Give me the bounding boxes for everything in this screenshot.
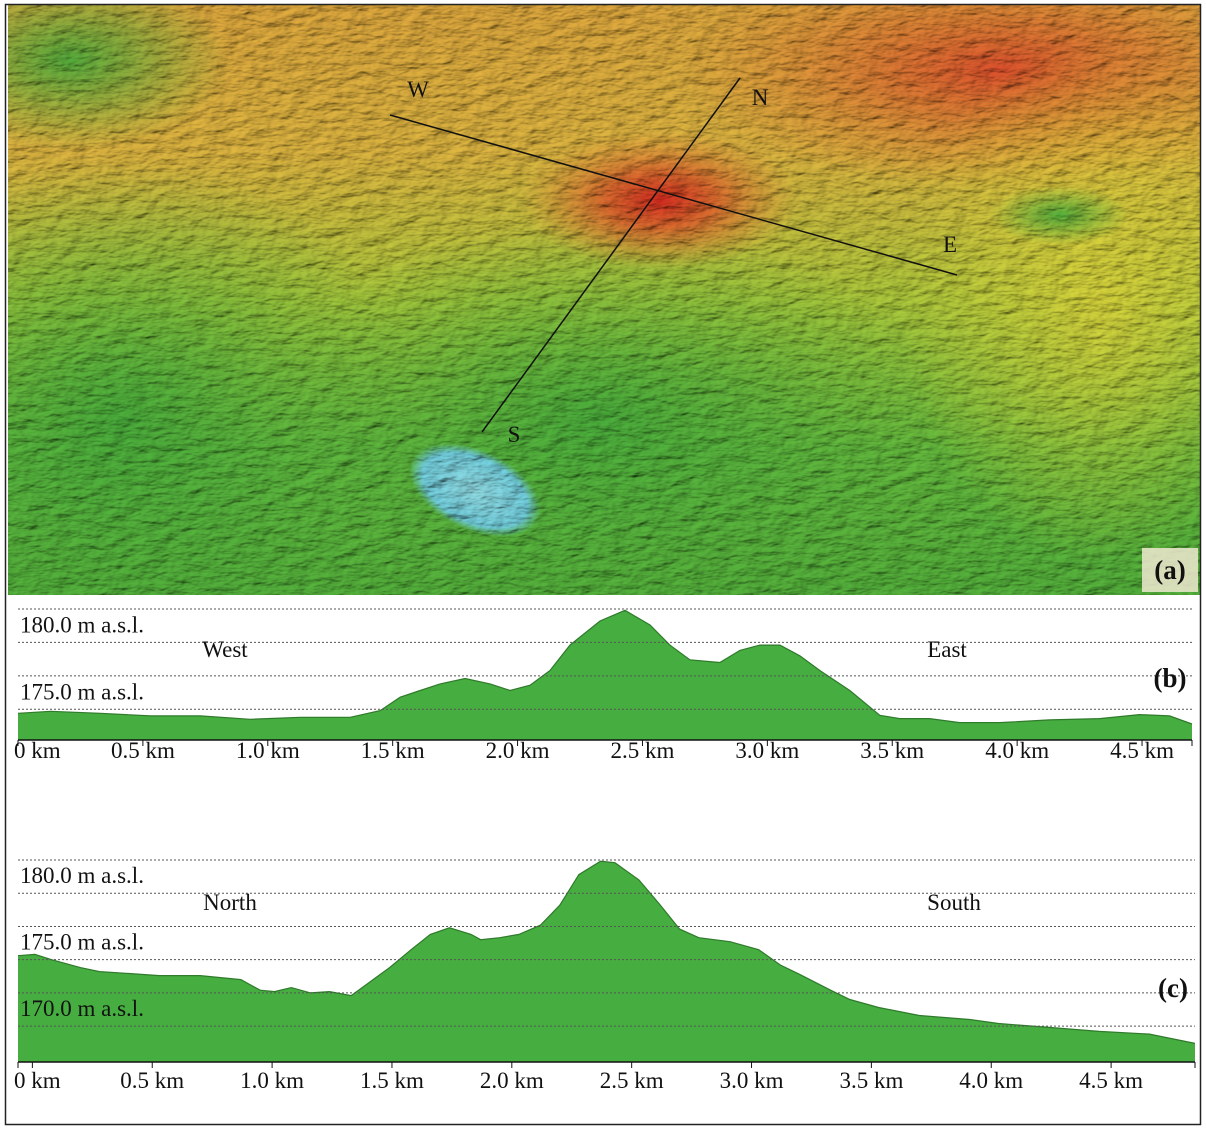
panel-label: (c) <box>1158 973 1188 1003</box>
x-tick-label: 3.0 km <box>735 738 799 763</box>
area-fill <box>18 861 1195 1062</box>
panel-label: (b) <box>1154 663 1187 693</box>
x-tick-label: 1.0 km <box>240 1068 304 1093</box>
y-tick-label: 175.0 m a.s.l. <box>20 930 144 955</box>
x-tick-label: 4.5 km <box>1079 1068 1143 1093</box>
x-tick-label: 2.0 km <box>486 738 550 763</box>
x-tick-label: 0 km <box>14 1068 61 1093</box>
x-tick-label: 0 km <box>14 738 61 763</box>
panel-label: (a) <box>1154 555 1185 585</box>
profile-line <box>17 860 1196 1044</box>
x-tick-label: 4.0 km <box>959 1068 1023 1093</box>
direction-label: East <box>927 637 967 662</box>
x-tick-label: 1.0 km <box>236 738 300 763</box>
direction-label: West <box>202 637 248 662</box>
y-tick-label: 180.0 m a.s.l. <box>20 863 144 888</box>
terrain-map: W N E S (a) <box>8 5 1200 595</box>
direction-label: N <box>752 85 769 110</box>
x-tick-label: 2.0 km <box>480 1068 544 1093</box>
x-tick-label: 3.5 km <box>839 1068 903 1093</box>
direction-label: E <box>943 232 957 257</box>
x-tick-label: 2.5 km <box>611 738 675 763</box>
x-tick-label: 1.5 km <box>360 1068 424 1093</box>
area-fill <box>18 610 1192 740</box>
direction-label: W <box>407 77 429 102</box>
x-tick-label: 2.5 km <box>600 1068 664 1093</box>
direction-label: South <box>927 890 981 915</box>
y-tick-label: 170.0 m a.s.l. <box>20 996 144 1021</box>
x-tick-label: 4.0 km <box>985 738 1049 763</box>
x-tick-label: 3.5 km <box>860 738 924 763</box>
profile-line <box>17 609 1193 725</box>
x-tick-label: 3.0 km <box>720 1068 784 1093</box>
x-tick-label: 4.5 km <box>1110 738 1174 763</box>
frame <box>4 3 1202 1126</box>
y-tick-label: 180.0 m a.s.l. <box>20 612 144 637</box>
x-tick-label: 0.5 km <box>111 738 175 763</box>
direction-label: S <box>508 422 521 447</box>
y-tick-label: 175.0 m a.s.l. <box>20 679 144 704</box>
direction-label: North <box>203 890 257 915</box>
x-tick-label: 0.5 km <box>120 1068 184 1093</box>
x-tick-label: 1.5 km <box>361 738 425 763</box>
